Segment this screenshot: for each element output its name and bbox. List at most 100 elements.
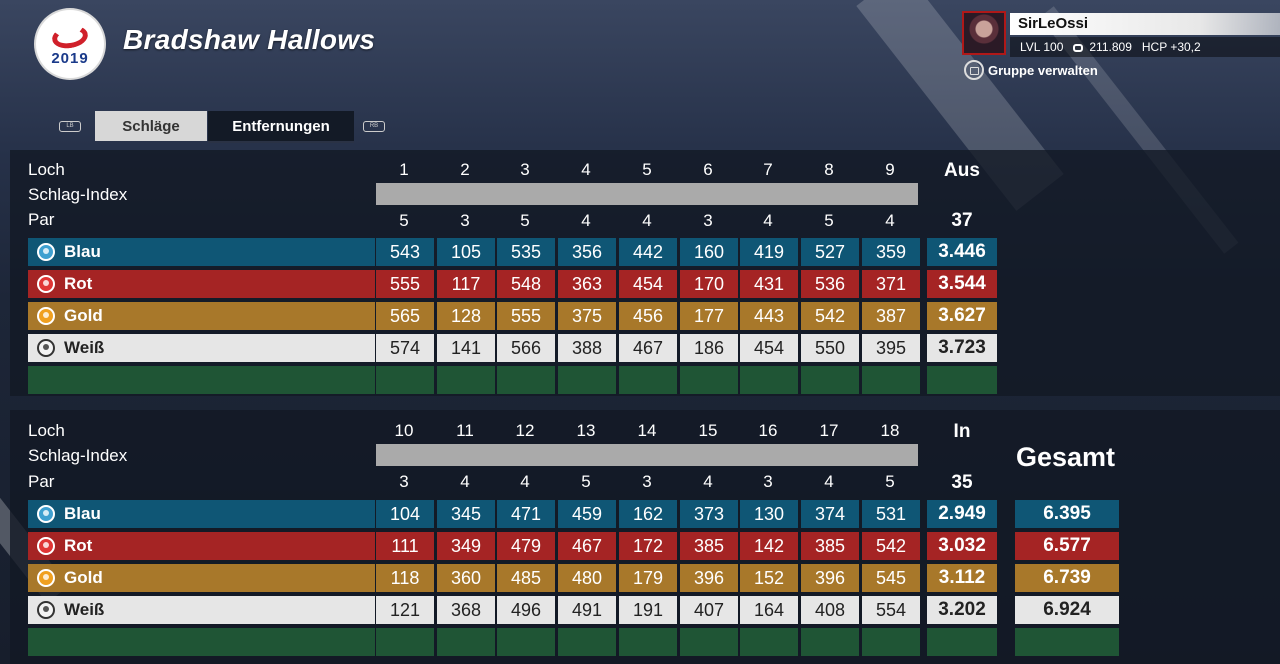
par-total-out: 37 xyxy=(951,210,973,231)
par-value: 4 xyxy=(703,472,713,491)
stroke-index-bar xyxy=(376,183,918,205)
yardage-cell: 454 xyxy=(740,334,798,362)
hole-number: 4 xyxy=(581,160,591,179)
in-total-cell: 3.112 xyxy=(927,564,997,592)
tee-name-cell: Rot xyxy=(28,270,375,298)
yardage-cell: 121 xyxy=(376,596,434,624)
player-score-name-cell xyxy=(28,366,375,394)
tee-name-cell: Rot xyxy=(28,532,375,560)
yardage-cell: 543 xyxy=(376,238,434,266)
score-cell xyxy=(497,628,555,656)
score-cell xyxy=(376,628,434,656)
par-value: 5 xyxy=(520,211,530,230)
yardage-cell: 574 xyxy=(376,334,434,362)
yardage-cell: 177 xyxy=(680,302,738,330)
tee-name-cell: Blau xyxy=(28,500,375,528)
yardage-cell: 142 xyxy=(740,532,798,560)
scorecard-back-nine: Loch Schlag-Index Par In 35 10 11 12 13 … xyxy=(10,410,1280,664)
out-total-cell: 3.544 xyxy=(927,270,997,298)
logo-swoosh-icon xyxy=(50,22,90,51)
yardage-cell: 407 xyxy=(680,596,738,624)
group-icon xyxy=(964,60,984,80)
yardage-cell: 442 xyxy=(619,238,677,266)
yardage-cell: 471 xyxy=(497,500,555,528)
yardage-cell: 491 xyxy=(558,596,616,624)
par-value: 4 xyxy=(460,472,470,491)
hole-number: 14 xyxy=(637,421,657,440)
grand-total-cell: 6.924 xyxy=(1015,596,1119,624)
grand-total-cell: 6.395 xyxy=(1015,500,1119,528)
yardage-cell: 480 xyxy=(558,564,616,592)
out-total-cell: 3.446 xyxy=(927,238,997,266)
par-value: 5 xyxy=(824,211,834,230)
yardage-cell: 118 xyxy=(376,564,434,592)
yardage-cell: 373 xyxy=(680,500,738,528)
yardage-cell: 459 xyxy=(558,500,616,528)
par-value: 5 xyxy=(581,472,591,491)
yardage-cell: 527 xyxy=(801,238,859,266)
yardage-cell: 104 xyxy=(376,500,434,528)
par-value: 5 xyxy=(885,472,895,491)
hole-number: 9 xyxy=(885,160,895,179)
par-total-in: 35 xyxy=(951,472,973,493)
in-total-cell: 3.032 xyxy=(927,532,997,560)
score-cell xyxy=(862,628,920,656)
player-profile[interactable]: SirLeOssi LVL 100 211.809 HCP +30,2 xyxy=(962,11,1280,57)
yardage-cell: 554 xyxy=(862,596,920,624)
hole-number: 7 xyxy=(763,160,773,179)
par-label: Par xyxy=(28,210,55,229)
par-value: 3 xyxy=(399,472,409,491)
left-bumper-icon[interactable]: LB xyxy=(59,121,81,132)
tee-marker-icon xyxy=(37,243,55,261)
score-cell xyxy=(801,366,859,394)
yardage-cell: 152 xyxy=(740,564,798,592)
yardage-cell: 363 xyxy=(558,270,616,298)
tee-name: Gold xyxy=(64,306,103,325)
yardage-cell: 555 xyxy=(376,270,434,298)
tee-name-cell: Weiß xyxy=(28,334,375,362)
hole-number: 2 xyxy=(460,160,470,179)
total-heading: Gesamt xyxy=(1016,442,1116,472)
hole-number: 10 xyxy=(394,421,414,440)
yardage-cell: 360 xyxy=(437,564,495,592)
yardage-cell: 141 xyxy=(437,334,495,362)
tab-strokes[interactable]: Schläge xyxy=(95,111,207,141)
hole-number: 5 xyxy=(642,160,652,179)
score-cell xyxy=(497,366,555,394)
currency-value: 211.809 xyxy=(1089,40,1132,54)
manage-group-button[interactable]: Gruppe verwalten xyxy=(964,60,1098,80)
tab-distances[interactable]: Entfernungen xyxy=(208,111,354,143)
stroke-index-bar xyxy=(376,444,918,466)
yardage-cell: 456 xyxy=(619,302,677,330)
yardage-cell: 443 xyxy=(740,302,798,330)
tee-marker-icon xyxy=(37,505,55,523)
score-cell xyxy=(558,366,616,394)
tee-name-cell: Weiß xyxy=(28,596,375,624)
scorecard-front-nine: Loch Schlag-Index Par Aus 37 1 2 3 4 5 6… xyxy=(10,150,1280,396)
score-cell xyxy=(740,628,798,656)
score-cell xyxy=(619,366,677,394)
coin-icon xyxy=(1073,44,1084,52)
score-cell xyxy=(862,366,920,394)
right-bumper-icon[interactable]: RB xyxy=(363,121,385,132)
yardage-cell: 359 xyxy=(862,238,920,266)
par-value: 3 xyxy=(642,472,652,491)
tee-marker-icon xyxy=(37,569,55,587)
yardage-cell: 467 xyxy=(558,532,616,560)
yardage-cell: 545 xyxy=(862,564,920,592)
hole-number: 18 xyxy=(880,421,900,440)
game-logo: 2019 xyxy=(36,10,104,78)
avatar[interactable] xyxy=(962,11,1006,55)
hole-number: 1 xyxy=(399,160,409,179)
yardage-cell: 191 xyxy=(619,596,677,624)
hole-number: 16 xyxy=(758,421,778,440)
yardage-cell: 566 xyxy=(497,334,555,362)
hole-number: 12 xyxy=(515,421,535,440)
yardage-cell: 387 xyxy=(862,302,920,330)
par-value: 3 xyxy=(763,472,773,491)
yardage-cell: 396 xyxy=(801,564,859,592)
tee-name-cell: Gold xyxy=(28,564,375,592)
tee-name-cell: Blau xyxy=(28,238,375,266)
yardage-cell: 117 xyxy=(437,270,495,298)
grand-score-total-cell xyxy=(1015,628,1119,656)
